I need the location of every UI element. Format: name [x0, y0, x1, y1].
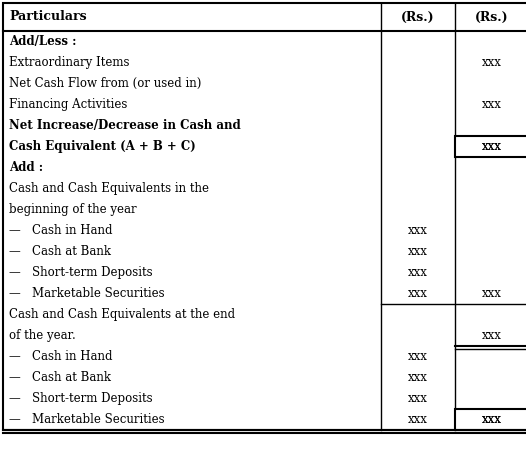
Text: —   Cash at Bank: — Cash at Bank: [9, 371, 111, 384]
Text: beginning of the year: beginning of the year: [9, 203, 137, 216]
Text: Financing Activities: Financing Activities: [9, 98, 127, 111]
Text: Net Increase/Decrease in Cash and: Net Increase/Decrease in Cash and: [9, 119, 241, 132]
Text: xxx: xxx: [408, 266, 428, 279]
Text: —   Short-term Deposits: — Short-term Deposits: [9, 266, 153, 279]
Text: xxx: xxx: [482, 413, 502, 426]
Text: xxx: xxx: [408, 392, 428, 405]
Text: (Rs.): (Rs.): [475, 10, 509, 24]
Text: Cash Equivalent (A + B + C): Cash Equivalent (A + B + C): [9, 140, 196, 153]
Text: Extraordinary Items: Extraordinary Items: [9, 56, 129, 69]
Text: xxx: xxx: [482, 287, 502, 300]
Text: Cash and Cash Equivalents in the: Cash and Cash Equivalents in the: [9, 182, 209, 195]
Text: xxx: xxx: [482, 98, 502, 111]
Text: —   Cash in Hand: — Cash in Hand: [9, 350, 113, 363]
Text: Add/Less :: Add/Less :: [9, 35, 76, 48]
Text: (Rs.): (Rs.): [401, 10, 435, 24]
Text: —   Marketable Securities: — Marketable Securities: [9, 287, 165, 300]
Text: xxx: xxx: [482, 140, 502, 153]
Text: Cash and Cash Equivalents at the end: Cash and Cash Equivalents at the end: [9, 308, 235, 321]
Text: —   Short-term Deposits: — Short-term Deposits: [9, 392, 153, 405]
Text: xxx: xxx: [408, 287, 428, 300]
Text: xxx: xxx: [408, 371, 428, 384]
Text: Add :: Add :: [9, 161, 43, 174]
Text: of the year.: of the year.: [9, 329, 76, 342]
Text: xxx: xxx: [408, 413, 428, 426]
Text: xxx: xxx: [482, 56, 502, 69]
Text: xxx: xxx: [482, 413, 502, 426]
Bar: [455, 409, 526, 430]
Text: —   Cash in Hand: — Cash in Hand: [9, 224, 113, 237]
Text: xxx: xxx: [408, 350, 428, 363]
Text: xxx: xxx: [408, 224, 428, 237]
Text: Net Cash Flow from (or used in): Net Cash Flow from (or used in): [9, 77, 201, 90]
Text: —   Marketable Securities: — Marketable Securities: [9, 413, 165, 426]
Text: xxx: xxx: [408, 245, 428, 258]
Text: —   Cash at Bank: — Cash at Bank: [9, 245, 111, 258]
Bar: [455, 136, 526, 157]
Text: xxx: xxx: [482, 329, 502, 342]
Text: Particulars: Particulars: [9, 10, 87, 24]
Text: xxx: xxx: [482, 140, 502, 153]
